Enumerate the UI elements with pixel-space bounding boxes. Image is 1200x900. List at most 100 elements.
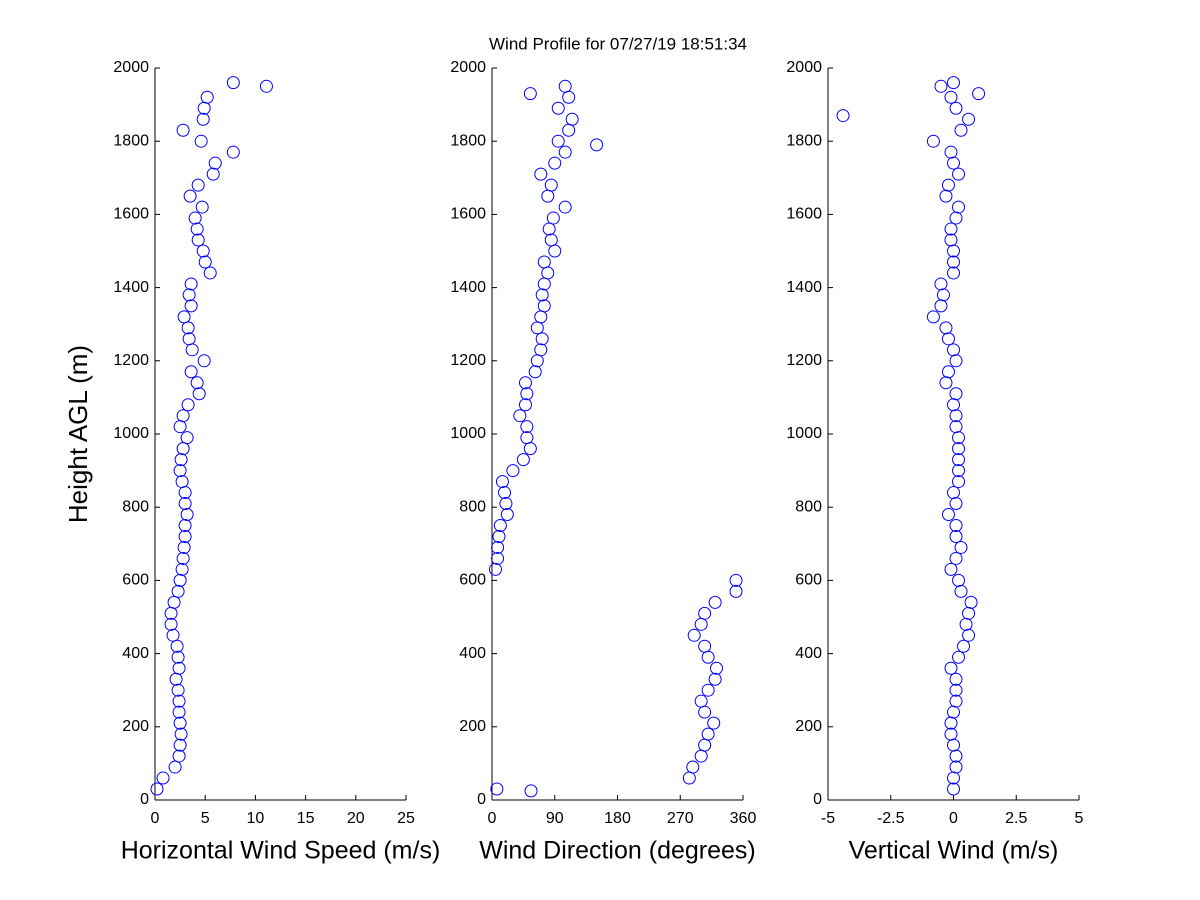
y-tick-label: 2000 <box>786 59 822 76</box>
point <box>590 138 604 152</box>
y-tick-label: 200 <box>795 718 822 735</box>
point <box>542 222 556 236</box>
point <box>191 233 205 247</box>
point <box>949 760 963 774</box>
point <box>520 387 534 401</box>
point <box>952 200 966 214</box>
point <box>173 716 187 730</box>
point <box>174 727 188 741</box>
point <box>191 178 205 192</box>
point <box>949 387 963 401</box>
y-tick-label: 0 <box>477 791 486 808</box>
point <box>184 277 198 291</box>
y-tick-label: 1600 <box>450 206 486 223</box>
point <box>513 409 527 423</box>
y-tick-label: 0 <box>140 791 149 808</box>
point <box>528 365 542 379</box>
point <box>947 266 960 280</box>
point <box>565 112 579 126</box>
point <box>177 310 191 324</box>
y-tick-label: 600 <box>459 572 486 589</box>
x-axis-label: Wind Direction (degrees) <box>479 837 756 865</box>
point <box>962 112 976 126</box>
x-tick-label: -2.5 <box>877 810 905 827</box>
y-tick-label: 2000 <box>113 59 149 76</box>
point <box>180 431 194 445</box>
y-tick-label: 1000 <box>450 425 486 442</box>
point <box>195 200 209 214</box>
y-tick-label: 200 <box>122 718 149 735</box>
x-tick-label: 180 <box>604 810 631 827</box>
point <box>947 255 960 269</box>
point <box>934 277 948 291</box>
x-tick-label: 5 <box>1075 810 1084 827</box>
y-tick-label: 600 <box>122 572 149 589</box>
point <box>952 167 966 181</box>
point <box>495 475 509 489</box>
point <box>949 683 963 697</box>
point <box>491 551 505 565</box>
point <box>524 784 538 798</box>
point <box>164 617 178 631</box>
point <box>941 365 955 379</box>
point <box>558 145 572 159</box>
point <box>493 519 507 532</box>
y-tick-label: 400 <box>122 645 149 662</box>
point <box>944 145 958 159</box>
y-tick-label: 1800 <box>450 132 486 149</box>
point <box>174 453 188 467</box>
point <box>544 233 558 247</box>
point <box>226 76 240 90</box>
y-tick-label: 600 <box>795 572 822 589</box>
point <box>957 639 971 653</box>
point <box>686 760 700 774</box>
point <box>190 376 204 390</box>
point <box>175 475 189 489</box>
point <box>198 255 212 269</box>
point <box>551 134 565 148</box>
point <box>156 771 170 785</box>
point <box>954 540 968 554</box>
point <box>710 661 724 675</box>
point <box>934 79 948 93</box>
point <box>516 453 530 467</box>
point <box>197 354 211 368</box>
y-tick-label: 1200 <box>450 352 486 369</box>
point <box>150 782 164 796</box>
point <box>518 398 532 412</box>
point <box>944 562 958 576</box>
point <box>196 112 210 126</box>
x-axis-label: Horizontal Wind Speed (m/s) <box>121 837 441 865</box>
point <box>166 628 180 642</box>
point <box>952 453 966 467</box>
point <box>172 694 186 708</box>
point <box>206 167 220 181</box>
x-tick-label: 0 <box>151 810 160 827</box>
point <box>949 672 963 686</box>
point <box>226 145 240 159</box>
point <box>944 233 958 247</box>
point <box>941 178 955 192</box>
point <box>926 134 940 148</box>
point <box>548 156 562 170</box>
point <box>200 90 214 104</box>
y-tick-label: 0 <box>813 791 822 808</box>
y-tick-label: 800 <box>122 498 149 515</box>
point <box>171 650 185 664</box>
point <box>176 123 190 137</box>
point <box>952 573 966 587</box>
x-axis-label: Vertical Wind (m/s) <box>849 837 1059 865</box>
point <box>944 727 958 741</box>
point <box>952 475 966 489</box>
point <box>499 497 513 511</box>
y-tick-label: 2000 <box>450 59 486 76</box>
point <box>182 332 196 346</box>
point <box>488 562 502 576</box>
point <box>506 464 520 478</box>
point <box>177 540 191 554</box>
y-tick-label: 400 <box>459 645 486 662</box>
x-tick-label: 20 <box>347 810 365 827</box>
point <box>194 134 208 148</box>
point <box>171 683 185 697</box>
